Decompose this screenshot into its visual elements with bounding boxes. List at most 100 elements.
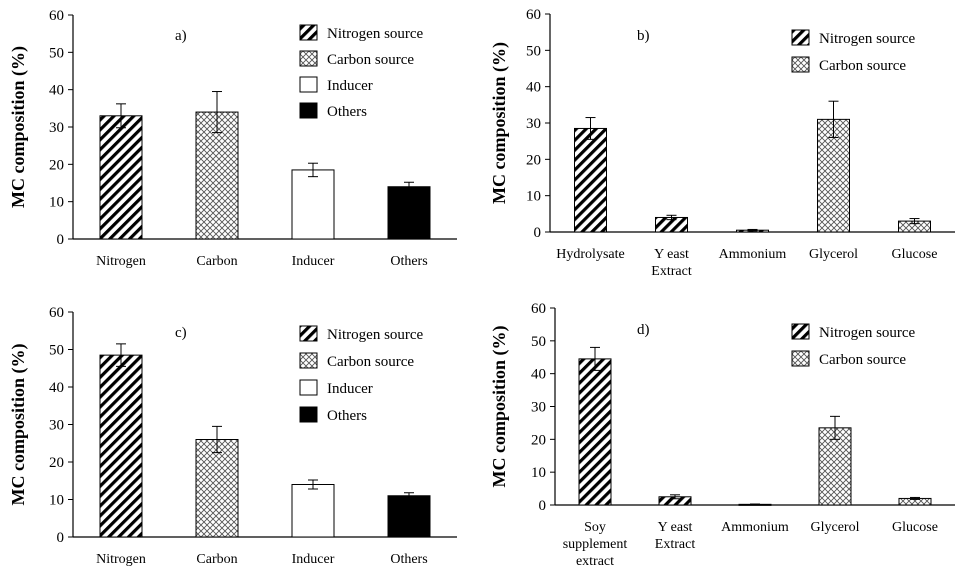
legend-label: Others [327, 104, 367, 120]
legend-label: Inducer [327, 381, 373, 397]
x-category-line: Extract [655, 537, 696, 552]
y-tick-label: 20 [49, 157, 64, 173]
y-tick-label: 30 [49, 120, 64, 136]
legend-swatch [791, 350, 810, 367]
y-tick-label: 40 [526, 80, 541, 96]
x-category-line: Others [390, 254, 427, 269]
legend-swatch [299, 352, 318, 369]
x-category-label: Y east Extract [651, 247, 692, 279]
x-category-line: Inducer [292, 552, 335, 567]
x-category-label: Glycerol [811, 520, 860, 535]
legend-label: Inducer [327, 78, 373, 94]
x-category-label: Others [390, 254, 427, 269]
legend-swatch [299, 379, 318, 396]
x-category-line: Glucose [892, 247, 938, 262]
x-category-line: Extract [651, 264, 692, 279]
y-tick-label: 10 [49, 195, 64, 211]
y-tick-label: 20 [531, 432, 546, 448]
x-category-label: Glycerol [809, 247, 858, 262]
legend-swatch [299, 102, 318, 119]
x-category-line: Inducer [292, 254, 335, 269]
x-category-line: Nitrogen [96, 254, 146, 269]
y-tick-label: 50 [526, 43, 541, 59]
chart-panel-1: 0 10 20 30 40 50 60 MC composition (%) Nitrogen C… [8, 8, 457, 269]
y-tick-label: 50 [49, 343, 64, 359]
x-category-line: Ammonium [721, 520, 789, 535]
legend-label: Nitrogen source [327, 26, 424, 42]
y-tick-label: 20 [526, 152, 541, 168]
legend-swatch [299, 50, 318, 67]
legend-swatch [299, 406, 318, 423]
y-tick-label: 60 [531, 301, 546, 317]
legend-swatch [299, 325, 318, 342]
x-category-label: Inducer [292, 254, 335, 269]
bar [291, 484, 335, 538]
x-category-label: Hydrolysate [556, 247, 624, 262]
chart-panel-4: 0 10 20 30 40 50 60 MC composition (%) Soy supple… [489, 301, 955, 569]
legend-label: Nitrogen source [819, 31, 916, 47]
bar [99, 115, 143, 240]
x-category-label: Nitrogen [96, 254, 146, 269]
x-category-label: Ammonium [719, 247, 787, 262]
bar [817, 118, 850, 233]
y-tick-label: 10 [531, 465, 546, 481]
bar [195, 439, 239, 538]
y-tick-label: 50 [49, 45, 64, 61]
legend-swatch [299, 24, 318, 41]
x-category-label: Carbon [196, 552, 237, 567]
bar [574, 127, 607, 233]
x-category-label: Inducer [292, 552, 335, 567]
x-category-label: Glucose [892, 247, 938, 262]
x-category-line: Glucose [892, 520, 938, 535]
y-axis-label: MC composition (%) [8, 344, 29, 506]
bar [818, 427, 852, 506]
x-category-line: Others [390, 552, 427, 567]
legend-swatch [791, 29, 810, 46]
x-category-label: Soy supplement extract [563, 520, 628, 569]
bar [99, 354, 143, 538]
y-tick-label: 40 [531, 367, 546, 383]
x-category-line: Y east [654, 247, 689, 262]
panel-label: d) [637, 322, 650, 338]
x-category-line: Glycerol [809, 247, 858, 262]
x-category-line: Y east [658, 520, 693, 535]
x-category-line: Ammonium [719, 247, 787, 262]
y-tick-label: 30 [526, 116, 541, 132]
x-category-line: Soy [584, 520, 606, 535]
y-tick-label: 30 [49, 418, 64, 434]
x-category-line: Carbon [196, 254, 237, 269]
y-tick-label: 40 [49, 380, 64, 396]
x-category-label: Glucose [892, 520, 938, 535]
y-axis-label: MC composition (%) [489, 326, 510, 488]
y-tick-label: 60 [49, 305, 64, 321]
chart-panel-3: 0 10 20 30 40 50 60 MC composition (%) Nitrogen C… [8, 305, 457, 567]
legend-label: Carbon source [327, 52, 414, 68]
y-axis-label: MC composition (%) [8, 46, 29, 208]
x-category-label: Carbon [196, 254, 237, 269]
y-tick-label: 20 [49, 455, 64, 471]
y-tick-label: 0 [534, 225, 542, 241]
y-tick-label: 10 [49, 493, 64, 509]
y-tick-label: 50 [531, 334, 546, 350]
y-tick-label: 10 [526, 189, 541, 205]
y-tick-label: 0 [539, 498, 547, 514]
legend-label: Carbon source [819, 352, 906, 368]
x-category-label: Y east Extract [655, 520, 696, 552]
legend-label: Nitrogen source [819, 325, 916, 341]
bar [195, 111, 239, 240]
legend-label: Carbon source [327, 354, 414, 370]
x-category-label: Ammonium [721, 520, 789, 535]
panel-label: a) [175, 28, 187, 44]
x-category-line: Nitrogen [96, 552, 146, 567]
x-category-label: Nitrogen [96, 552, 146, 567]
legend-swatch [791, 323, 810, 340]
y-tick-label: 30 [531, 400, 546, 416]
x-category-line: supplement [563, 537, 628, 552]
bar [387, 495, 431, 538]
panel-label: b) [637, 28, 650, 44]
y-tick-label: 60 [49, 8, 64, 24]
x-category-line: extract [576, 554, 614, 569]
legend-label: Nitrogen source [327, 327, 424, 343]
y-tick-label: 0 [57, 232, 65, 248]
y-axis-label: MC composition (%) [489, 42, 510, 204]
